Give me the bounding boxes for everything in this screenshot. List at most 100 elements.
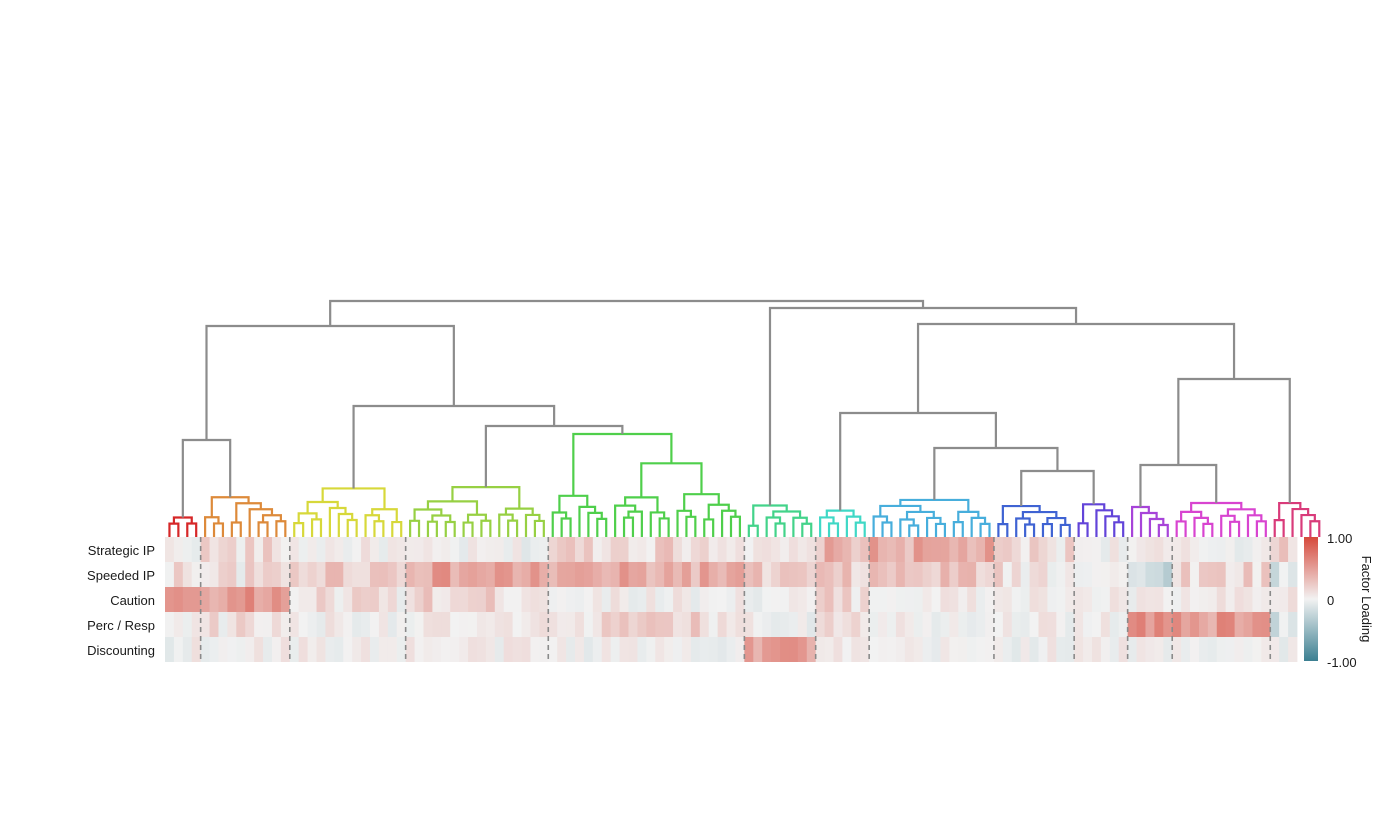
heatmap-cell	[922, 637, 932, 662]
dendrogram-link	[462, 521, 474, 537]
heatmap-cell	[664, 562, 674, 587]
heatmap-cell	[1074, 612, 1084, 637]
colorbar-max-label: 1.00	[1327, 531, 1352, 546]
heatmap-cell	[521, 537, 531, 562]
heatmap-cell	[664, 612, 674, 637]
row-label-caution: Caution	[110, 593, 155, 608]
heatmap-cell	[1261, 612, 1271, 637]
heatmap-cell	[735, 562, 745, 587]
heatmap-cell	[566, 537, 576, 562]
heatmap-cell	[298, 537, 309, 562]
heatmap-cell	[904, 562, 915, 587]
heatmap-cell	[1234, 587, 1244, 612]
heatmap-cell	[1029, 612, 1039, 637]
heatmap-cell	[780, 612, 790, 637]
heatmap-cell	[780, 562, 790, 587]
heatmap-cell	[940, 537, 950, 562]
heatmap-cell	[993, 562, 1004, 587]
dendrogram-link	[329, 299, 925, 326]
heatmap-cell	[227, 637, 237, 662]
heatmap-cell	[396, 587, 407, 612]
heatmap-cell	[396, 537, 407, 562]
heatmap-cell	[1163, 562, 1173, 587]
heatmap-cell	[717, 637, 727, 662]
heatmap-cell	[717, 612, 727, 637]
heatmap-cell	[173, 612, 184, 637]
heatmap-cell	[566, 587, 576, 612]
heatmap-cell	[387, 612, 398, 637]
dendrogram-link	[676, 509, 692, 537]
heatmap-cell	[530, 612, 540, 637]
dendrogram-link	[703, 518, 715, 537]
heatmap-cell	[1083, 612, 1093, 637]
heatmap-cell	[1181, 612, 1191, 637]
heatmap-cell	[931, 587, 941, 612]
row-label-perc-resp: Perc / Resp	[87, 618, 155, 633]
dendrogram-link	[1278, 501, 1302, 521]
heatmap-cell	[173, 537, 184, 562]
heatmap-cell	[878, 637, 888, 662]
heatmap-cell	[307, 637, 317, 662]
heatmap-cell	[940, 612, 950, 637]
heatmap-cell	[468, 537, 478, 562]
heatmap-cell	[1252, 587, 1262, 612]
heatmap-cell	[1270, 612, 1280, 637]
heatmap-cell	[610, 562, 620, 587]
heatmap-cell	[788, 537, 799, 562]
heatmap-cell	[503, 637, 514, 662]
heatmap-cell	[289, 537, 300, 562]
heatmap-cell	[378, 612, 389, 637]
dendrogram-link	[1180, 510, 1203, 522]
heatmap-cell	[575, 587, 585, 612]
heatmap-cell	[450, 612, 460, 637]
heatmap-cell	[1109, 587, 1120, 612]
heatmap-cell	[895, 637, 906, 662]
heatmap-cell	[370, 537, 380, 562]
heatmap-cell	[1216, 612, 1227, 637]
heatmap-cell	[1181, 637, 1191, 662]
heatmap-cell	[851, 562, 861, 587]
heatmap-cell	[949, 562, 959, 587]
heatmap-cell	[227, 562, 237, 587]
heatmap-cell	[307, 587, 317, 612]
heatmap-cell	[1225, 587, 1236, 612]
dendrogram-link	[186, 522, 198, 537]
dendrogram-link	[854, 521, 866, 537]
heatmap-cell	[895, 562, 906, 587]
heatmap-cell	[557, 562, 567, 587]
heatmap-cell	[1270, 537, 1280, 562]
heatmap-cell	[1252, 637, 1262, 662]
heatmap-cell	[1154, 587, 1164, 612]
heatmap-cell	[503, 537, 514, 562]
heatmap-cell	[548, 562, 558, 587]
heatmap-cell	[958, 637, 968, 662]
heatmap-cell	[298, 587, 309, 612]
heatmap-cell	[343, 537, 353, 562]
heatmap-cell	[1207, 637, 1218, 662]
dendrogram-link	[970, 516, 987, 537]
heatmap-cell	[405, 562, 415, 587]
heatmap-cell	[459, 612, 469, 637]
heatmap-cell	[681, 637, 692, 662]
heatmap-cell	[717, 537, 727, 562]
heatmap-cell	[441, 612, 451, 637]
dendrogram-link	[212, 522, 225, 537]
heatmap-cell	[227, 587, 237, 612]
dendrogram-link	[498, 513, 514, 537]
heatmap-cell	[432, 562, 442, 587]
heatmap-cell	[878, 562, 888, 587]
heatmap-cell	[619, 637, 629, 662]
heatmap-cell	[762, 637, 772, 662]
heatmap-cell	[1243, 537, 1253, 562]
dendrogram-link	[328, 506, 347, 537]
heatmap-cell	[949, 587, 959, 612]
heatmap-cell	[1118, 562, 1129, 587]
heatmap-cell	[352, 587, 362, 612]
heatmap-cell	[566, 562, 576, 587]
heatmap-cell	[637, 562, 647, 587]
heatmap-cell	[753, 612, 763, 637]
heatmap-cell	[699, 612, 710, 637]
dendrogram-link	[845, 515, 862, 537]
heatmap-cell	[1270, 562, 1280, 587]
heatmap-cell	[1190, 537, 1200, 562]
